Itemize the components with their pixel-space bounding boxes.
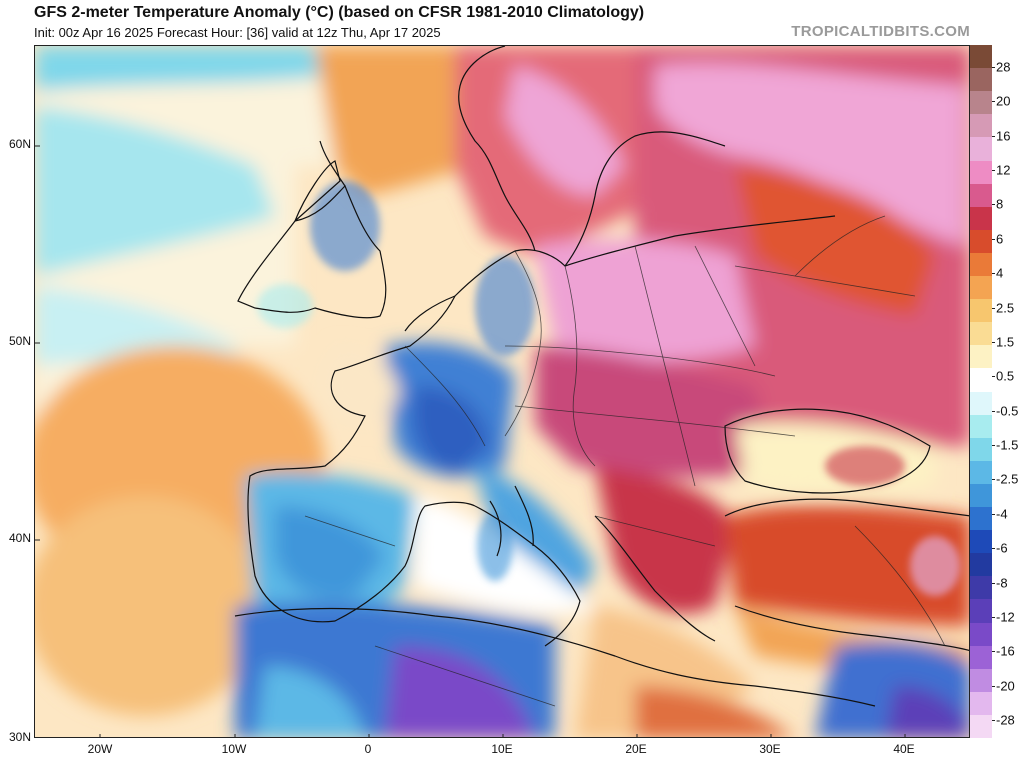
colorbar-tick bbox=[992, 307, 995, 309]
lon-label-20w: 20W bbox=[87, 742, 113, 756]
anomaly-map bbox=[34, 45, 970, 738]
colorbar-swatch bbox=[970, 414, 992, 439]
colorbar-label: -20 bbox=[996, 678, 1015, 694]
forecast-info: Init: 00z Apr 16 2025 Forecast Hour: [36… bbox=[34, 25, 441, 40]
colorbar-label: -28 bbox=[996, 712, 1015, 728]
colorbar: 28 20 16 12 8 6 4 2.5 1.5 0.5 -0.5 -1.5 -2.5 -4 -6 -8 -1… bbox=[970, 45, 1024, 739]
map-title: GFS 2-meter Temperature Anomaly (°C) (ba… bbox=[34, 4, 645, 21]
colorbar-label: -4 bbox=[996, 506, 1008, 522]
colorbar-swatch bbox=[970, 68, 992, 92]
colorbar-swatch bbox=[970, 345, 992, 369]
colorbar-swatch bbox=[970, 368, 992, 392]
colorbar-swatch bbox=[970, 553, 992, 577]
colorbar-label: 0.5 bbox=[996, 368, 1015, 384]
colorbar-label: 8 bbox=[996, 196, 1004, 212]
colorbar-tick bbox=[992, 445, 995, 447]
colorbar-tick bbox=[992, 720, 995, 721]
colorbar-swatch bbox=[970, 91, 992, 115]
colorbar-tick bbox=[992, 582, 995, 584]
colorbar-swatch bbox=[970, 183, 992, 208]
colorbar-label: -1.5 bbox=[996, 437, 1019, 453]
colorbar-swatch bbox=[970, 483, 992, 508]
colorbar-label: 12 bbox=[996, 162, 1011, 178]
colorbar-tick bbox=[992, 170, 995, 172]
colorbar-tick bbox=[992, 204, 995, 206]
lon-label-10e: 10E bbox=[491, 742, 513, 756]
colorbar-swatch bbox=[970, 160, 992, 185]
colorbar-label: -8 bbox=[996, 575, 1008, 591]
lon-label-40e: 40E bbox=[893, 742, 915, 756]
colorbar-tick bbox=[992, 101, 995, 103]
lat-label-60n: 60N bbox=[8, 137, 31, 151]
colorbar-swatch bbox=[970, 391, 992, 416]
colorbar-swatch bbox=[970, 299, 992, 323]
colorbar-label: 16 bbox=[996, 128, 1011, 144]
colorbar-label: 6 bbox=[996, 231, 1004, 247]
colorbar-tick bbox=[992, 548, 995, 550]
colorbar-tick bbox=[992, 410, 995, 412]
colorbar-swatch bbox=[970, 645, 992, 670]
lon-label-20e: 20E bbox=[625, 742, 647, 756]
colorbar-tick bbox=[992, 67, 995, 68]
colorbar-tick bbox=[992, 238, 995, 240]
colorbar-swatch bbox=[970, 437, 992, 462]
colorbar-tick bbox=[992, 376, 995, 378]
lat-label-40n: 40N bbox=[8, 531, 31, 545]
colorbar-label: -2.5 bbox=[996, 471, 1019, 487]
lon-label-10w: 10W bbox=[221, 742, 247, 756]
colorbar-label: -16 bbox=[996, 643, 1015, 659]
colorbar-swatch bbox=[970, 576, 992, 600]
colorbar-swatch bbox=[970, 530, 992, 554]
lon-label-0: 0 bbox=[364, 742, 372, 756]
colorbar-label: 28 bbox=[996, 59, 1011, 75]
colorbar-label: 1.5 bbox=[996, 334, 1015, 350]
colorbar-tick bbox=[992, 341, 995, 343]
colorbar-tick bbox=[992, 685, 995, 687]
colorbar-swatch bbox=[970, 714, 992, 739]
colorbar-swatch bbox=[970, 252, 992, 277]
colorbar-tick bbox=[992, 479, 995, 481]
colorbar-swatch bbox=[970, 229, 992, 254]
colorbar-label: -12 bbox=[996, 609, 1015, 625]
colorbar-tick bbox=[992, 513, 995, 515]
colorbar-swatch bbox=[970, 322, 992, 346]
lat-label-30n: 30N bbox=[8, 730, 31, 744]
colorbar-swatch bbox=[970, 599, 992, 623]
colorbar-swatch bbox=[970, 206, 992, 231]
colorbar-tick bbox=[992, 651, 995, 653]
colorbar-label: -6 bbox=[996, 540, 1008, 556]
colorbar-swatch bbox=[970, 137, 992, 161]
colorbar-swatch bbox=[970, 622, 992, 647]
colorbar-swatch bbox=[970, 276, 992, 300]
colorbar-label: -0.5 bbox=[996, 403, 1019, 419]
colorbar-swatch bbox=[970, 668, 992, 693]
colorbar-label: 20 bbox=[996, 93, 1011, 109]
colorbar-label: 2.5 bbox=[996, 300, 1015, 316]
colorbar-label: 4 bbox=[996, 265, 1004, 281]
colorbar-tick bbox=[992, 616, 995, 618]
lat-label-50n: 50N bbox=[8, 334, 31, 348]
colorbar-swatch bbox=[970, 691, 992, 716]
colorbar-swatch bbox=[970, 460, 992, 485]
brand-watermark: TROPICALTIDBITS.COM bbox=[791, 23, 970, 40]
colorbar-tick bbox=[992, 135, 995, 137]
colorbar-swatch bbox=[970, 45, 992, 69]
colorbar-swatch bbox=[970, 114, 992, 138]
lon-label-30e: 30E bbox=[759, 742, 781, 756]
colorbar-tick bbox=[992, 273, 995, 275]
colorbar-swatch bbox=[970, 507, 992, 531]
